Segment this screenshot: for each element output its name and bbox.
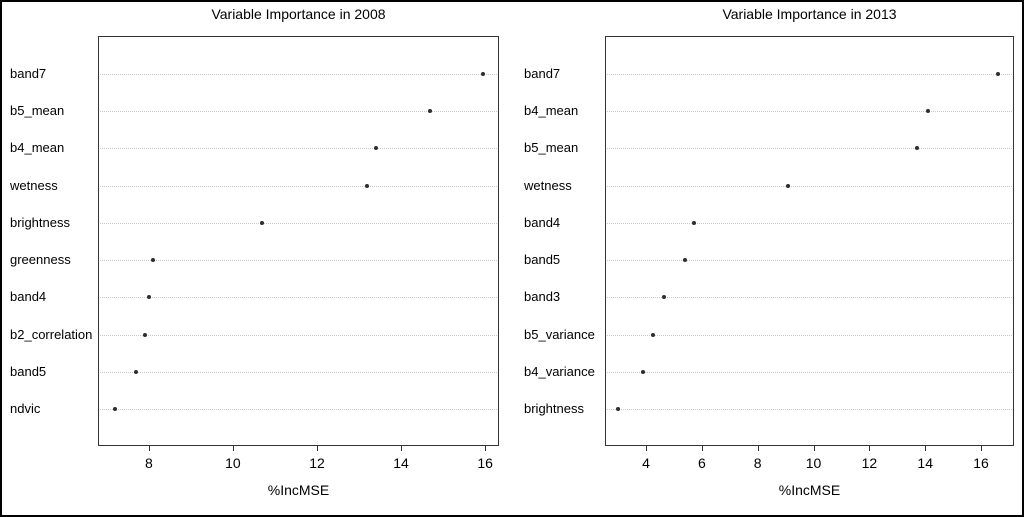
gridline [100, 148, 497, 150]
gridline [607, 111, 1012, 113]
data-point [662, 295, 667, 300]
data-point [146, 295, 151, 300]
x-tick [701, 446, 703, 451]
category-label: greenness [10, 252, 71, 268]
gridline [607, 371, 1012, 373]
x-tick-label: 16 [973, 455, 989, 471]
x-tick [981, 446, 983, 451]
data-point [151, 258, 156, 263]
x-tick [646, 446, 648, 451]
category-label: band7 [524, 66, 561, 81]
data-point [142, 332, 147, 337]
gridline [607, 260, 1012, 262]
data-point [134, 369, 139, 374]
category-label: ndvic [10, 400, 41, 416]
x-tick [316, 446, 318, 451]
gridline [100, 371, 497, 373]
chart-title-2013: Variable Importance in 2013 [722, 6, 897, 22]
x-tick-label: 10 [805, 455, 822, 471]
x-tick [148, 446, 150, 451]
data-point [260, 220, 265, 225]
x-tick-label: 12 [861, 455, 878, 471]
x-tick [757, 446, 759, 451]
category-label: band4 [524, 214, 561, 230]
category-label: b4_variance [524, 363, 595, 379]
category-label: brightness [10, 214, 70, 230]
data-point [428, 109, 433, 114]
x-tick-label: 10 [225, 455, 241, 471]
gridline [100, 297, 497, 299]
category-label: b4_mean [524, 103, 579, 119]
category-label: b4_mean [10, 140, 65, 156]
gridline [100, 408, 497, 410]
gridline [100, 334, 497, 336]
category-label: b2_correlation [10, 326, 93, 342]
gridline [607, 222, 1012, 224]
data-point [914, 146, 919, 151]
x-tick [485, 446, 487, 451]
category-label: b5_mean [524, 140, 579, 156]
gridline [100, 260, 497, 262]
category-label: band5 [524, 252, 561, 268]
gridline [100, 74, 497, 75]
chart-title-2008: Variable Importance in 2008 [211, 6, 386, 22]
x-tick-label: 12 [309, 455, 325, 471]
category-label: band5 [10, 363, 47, 379]
x-tick-label: 14 [393, 455, 409, 471]
gridline [607, 74, 1012, 75]
data-point [481, 72, 486, 76]
category-label: brightness [524, 400, 584, 416]
gridline [100, 185, 497, 187]
x-tick [925, 446, 927, 451]
category-label: band4 [10, 289, 47, 305]
data-point [113, 406, 118, 411]
plot-box [605, 36, 1014, 446]
data-point [373, 146, 378, 151]
data-point [683, 258, 688, 263]
x-tick [232, 446, 234, 451]
data-point [786, 183, 791, 188]
x-tick-label: 16 [477, 455, 493, 471]
gridline [607, 334, 1012, 336]
gridline [100, 111, 497, 113]
data-point [365, 183, 370, 188]
x-tick [401, 446, 403, 451]
data-point [995, 72, 1000, 76]
panel-2008: Variable Importance in 2008 band7 b5_mean… [2, 2, 514, 515]
gridline [607, 408, 1012, 410]
category-label: b5_mean [10, 103, 65, 119]
x-tick-label: 14 [917, 455, 934, 471]
x-tick [869, 446, 871, 451]
data-point [691, 220, 696, 225]
x-tick [813, 446, 815, 451]
x-tick-label: 4 [642, 455, 650, 471]
x-tick-label: 6 [697, 455, 706, 471]
x-tick-label: 8 [144, 455, 153, 471]
data-point [641, 369, 646, 374]
panel-2013: Variable Importance in 2013 band7 b4_mean… [514, 2, 1022, 515]
gridline [607, 185, 1012, 187]
gridline [100, 222, 497, 224]
data-point [616, 406, 621, 411]
data-point [926, 109, 930, 114]
category-label: wetness [10, 177, 58, 193]
x-axis-label-2008: %IncMSE [267, 482, 330, 498]
category-label: b5_variance [524, 326, 595, 342]
plot-box [98, 36, 499, 446]
x-axis-label-2013: %IncMSE [778, 482, 841, 498]
gridline [607, 297, 1012, 299]
category-label: band3 [524, 289, 561, 305]
data-point [651, 332, 656, 337]
category-label: wetness [524, 177, 572, 193]
x-tick-label: 8 [753, 455, 762, 471]
category-label: band7 [10, 66, 47, 81]
gridline [607, 148, 1012, 150]
